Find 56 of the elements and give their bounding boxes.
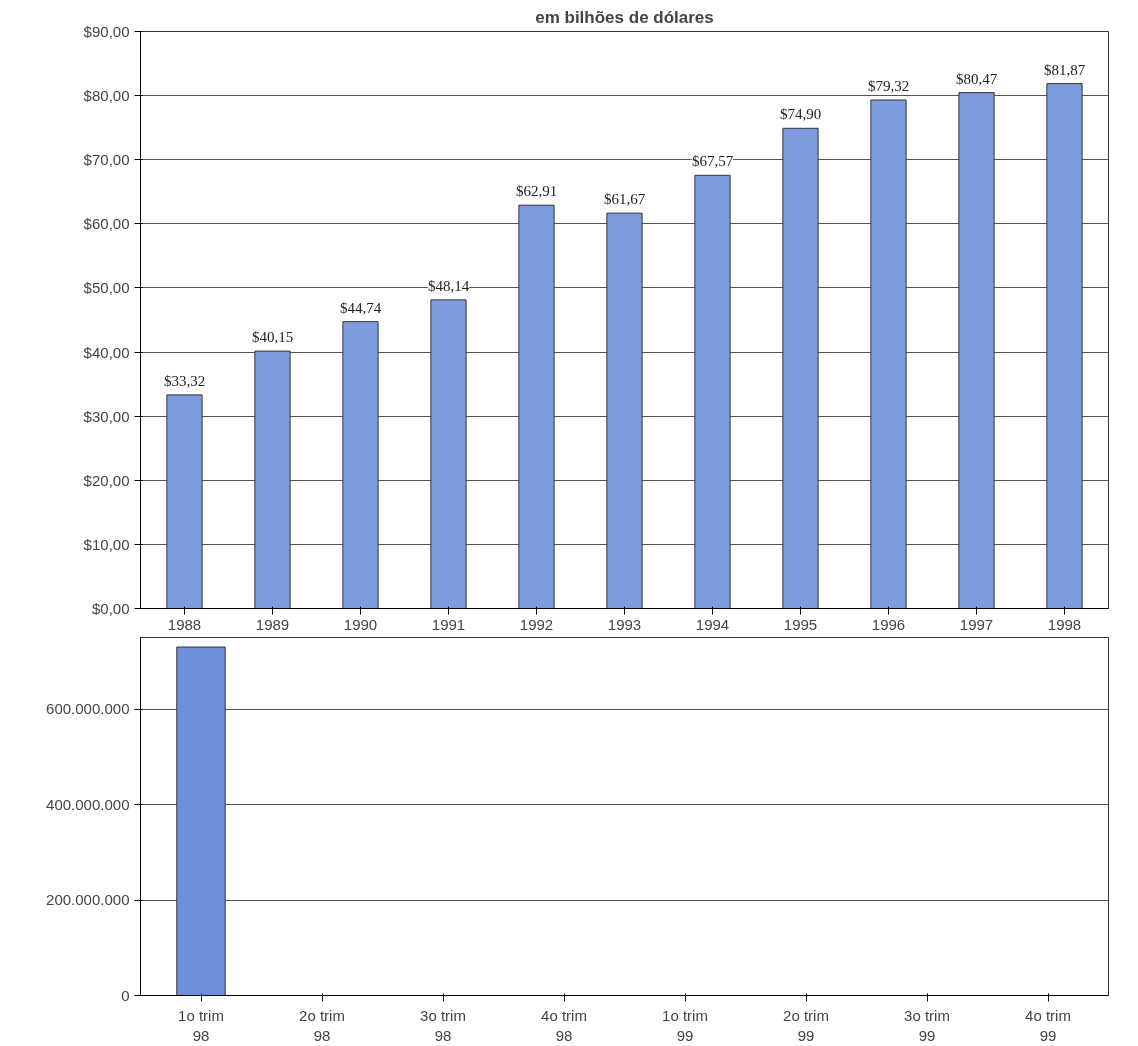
y-tick-label: $70,00 — [83, 151, 130, 169]
y-tick-label: $90,00 — [83, 23, 130, 40]
data-label: $80,47 — [955, 70, 998, 87]
x-tick-label: 1988 — [167, 615, 202, 633]
x-tick-label: 3o trim 99 — [904, 1006, 950, 1044]
data-label: $62,91 — [515, 183, 558, 200]
data-label: $67,57 — [691, 153, 734, 170]
x-tick-label: 1990 — [343, 615, 378, 633]
x-tick-label: 1997 — [959, 615, 994, 633]
data-label: $48,14 — [427, 277, 470, 294]
x-tick-label: 3o trim 98 — [420, 1006, 466, 1044]
y-tick-label: $80,00 — [83, 87, 130, 105]
data-label: $61,67 — [603, 191, 646, 208]
bar — [518, 204, 555, 609]
y-tick-label: $20,00 — [83, 471, 130, 489]
x-tick-label: 2o trim 98 — [299, 1006, 345, 1044]
data-label: $81,87 — [1043, 61, 1086, 78]
bar — [430, 299, 467, 609]
bar — [694, 174, 731, 609]
y-tick-label: 400.000.000 — [46, 795, 130, 813]
x-tick-label: 1994 — [695, 615, 730, 633]
x-tick-label: 4o trim 99 — [1025, 1006, 1071, 1044]
y-tick-label: 0 — [121, 986, 130, 1004]
x-tick-label: 1o trim 99 — [662, 1006, 708, 1044]
x-tick-label: 1991 — [431, 615, 466, 633]
y-tick-label: 600.000.000 — [46, 700, 130, 718]
data-label: $79,32 — [867, 77, 910, 94]
bar — [782, 127, 819, 609]
y-tick-label: $50,00 — [83, 279, 130, 297]
data-label: $74,90 — [779, 106, 822, 123]
x-tick-label: 1o trim 98 — [178, 1006, 224, 1044]
bar — [1046, 83, 1083, 609]
y-tick-label: $60,00 — [83, 215, 130, 233]
x-tick-label: 1995 — [783, 615, 818, 633]
bar — [606, 212, 643, 609]
y-tick-label: $30,00 — [83, 407, 130, 425]
y-tick-label: $40,00 — [83, 343, 130, 361]
bar — [254, 350, 291, 609]
y-tick-label: $0,00 — [91, 600, 130, 617]
x-tick-label: 2o trim 99 — [783, 1006, 829, 1044]
x-tick-label: 1992 — [519, 615, 554, 633]
x-tick-label: 1993 — [607, 615, 642, 633]
data-label: $44,74 — [339, 299, 382, 316]
x-tick-label: 4o trim 98 — [541, 1006, 587, 1044]
x-tick-label: 1998 — [1047, 615, 1082, 633]
bar — [958, 92, 995, 609]
bar — [166, 394, 203, 609]
x-tick-label: 1989 — [255, 615, 290, 633]
y-tick-label: 200.000.000 — [46, 891, 130, 909]
chart-title: em bilhões de dólares — [535, 7, 714, 27]
bar — [342, 321, 379, 609]
data-label: $33,32 — [163, 372, 206, 389]
x-tick-label: 1996 — [871, 615, 906, 633]
data-label: $40,15 — [251, 329, 294, 346]
bar — [870, 99, 907, 609]
y-tick-label: $10,00 — [83, 535, 130, 553]
